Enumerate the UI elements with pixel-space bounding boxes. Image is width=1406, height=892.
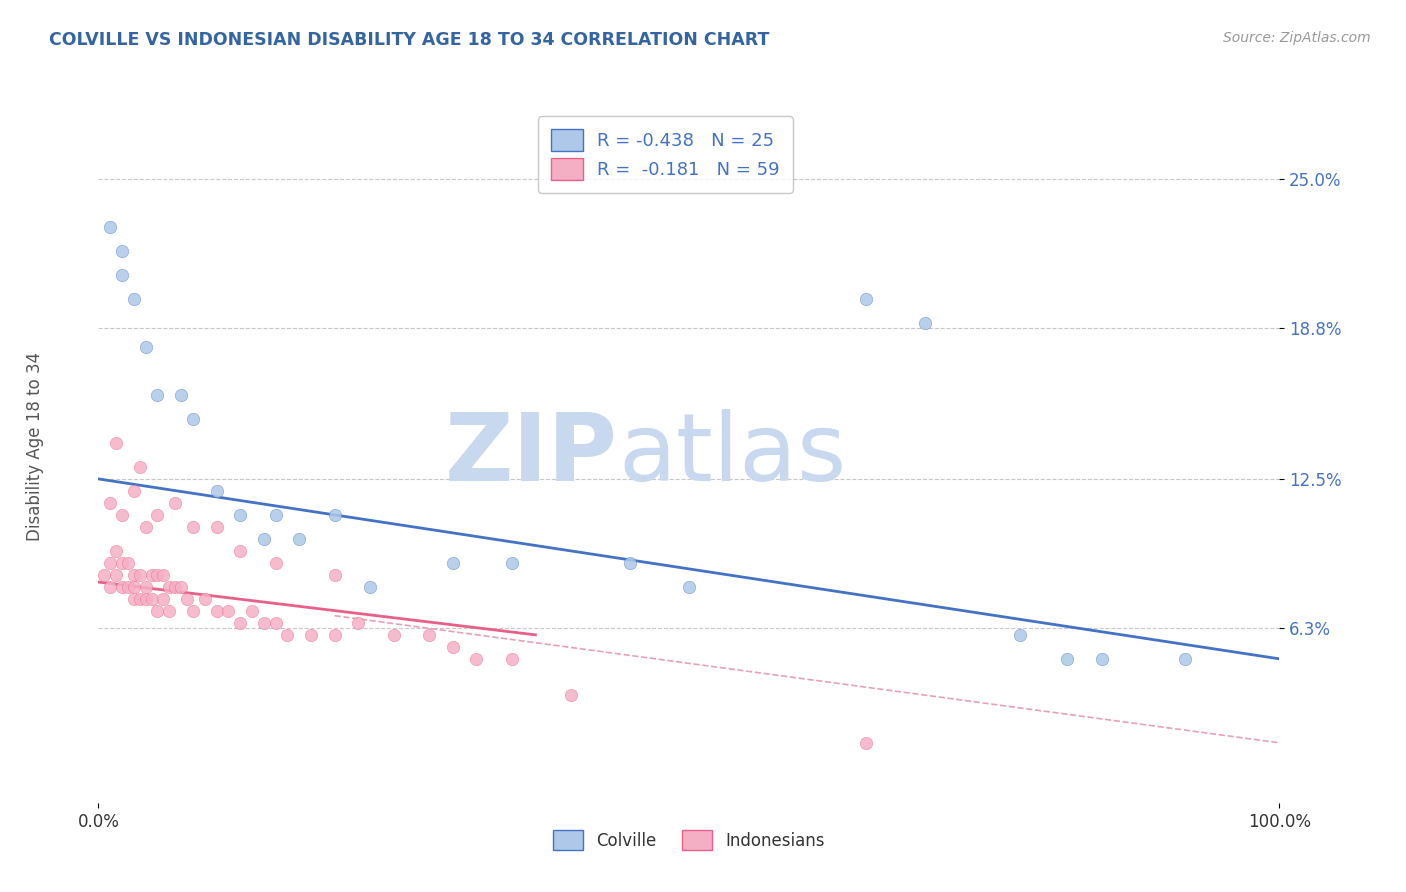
Point — [111, 244, 134, 258]
Point — [501, 652, 523, 666]
Point — [165, 580, 187, 594]
Point — [323, 628, 346, 642]
Point — [135, 520, 157, 534]
Point — [111, 580, 134, 594]
Point — [217, 604, 239, 618]
Point — [347, 615, 370, 630]
Point — [98, 219, 121, 234]
Point — [111, 508, 134, 522]
Point — [122, 567, 145, 582]
Point — [135, 591, 157, 606]
Point — [229, 508, 252, 522]
Point — [560, 688, 582, 702]
Point — [128, 567, 150, 582]
Point — [181, 520, 204, 534]
Point — [276, 628, 298, 642]
Point — [111, 556, 134, 570]
Point — [141, 591, 163, 606]
Point — [105, 436, 128, 450]
Point — [111, 268, 134, 282]
Point — [98, 496, 121, 510]
Point — [441, 640, 464, 654]
Point — [152, 591, 174, 606]
Point — [501, 556, 523, 570]
Point — [359, 580, 381, 594]
Point — [914, 316, 936, 330]
Point — [181, 412, 204, 426]
Text: ZIP: ZIP — [446, 409, 619, 501]
Point — [465, 652, 488, 666]
Point — [1056, 652, 1078, 666]
Point — [194, 591, 217, 606]
Point — [105, 544, 128, 558]
Point — [855, 292, 877, 306]
Point — [1174, 652, 1197, 666]
Point — [382, 628, 405, 642]
Point — [117, 556, 139, 570]
Point — [176, 591, 198, 606]
Point — [253, 615, 276, 630]
Point — [146, 388, 169, 402]
Point — [93, 567, 115, 582]
Point — [105, 567, 128, 582]
Point — [619, 556, 641, 570]
Point — [323, 567, 346, 582]
Point — [122, 483, 145, 498]
Point — [205, 604, 228, 618]
Text: Source: ZipAtlas.com: Source: ZipAtlas.com — [1223, 31, 1371, 45]
Point — [678, 580, 700, 594]
Point — [157, 604, 180, 618]
Point — [264, 556, 287, 570]
Point — [146, 604, 169, 618]
Text: atlas: atlas — [619, 409, 846, 501]
Point — [264, 615, 287, 630]
Point — [240, 604, 263, 618]
Point — [165, 496, 187, 510]
Point — [1091, 652, 1114, 666]
Point — [170, 388, 193, 402]
Point — [855, 736, 877, 750]
Point — [229, 544, 252, 558]
Point — [146, 508, 169, 522]
Point — [152, 567, 174, 582]
Point — [128, 591, 150, 606]
Point — [135, 340, 157, 354]
Point — [141, 567, 163, 582]
Point — [299, 628, 322, 642]
Point — [205, 520, 228, 534]
Point — [229, 615, 252, 630]
Point — [288, 532, 311, 546]
Point — [122, 580, 145, 594]
Point — [253, 532, 276, 546]
Point — [98, 556, 121, 570]
Point — [323, 508, 346, 522]
Point — [157, 580, 180, 594]
Legend: Colville, Indonesians: Colville, Indonesians — [547, 823, 831, 857]
Point — [205, 483, 228, 498]
Text: COLVILLE VS INDONESIAN DISABILITY AGE 18 TO 34 CORRELATION CHART: COLVILLE VS INDONESIAN DISABILITY AGE 18… — [49, 31, 769, 49]
Point — [117, 580, 139, 594]
Point — [441, 556, 464, 570]
Point — [264, 508, 287, 522]
Point — [135, 580, 157, 594]
Point — [122, 591, 145, 606]
Point — [418, 628, 440, 642]
Point — [122, 292, 145, 306]
Point — [98, 580, 121, 594]
Point — [1008, 628, 1031, 642]
Text: Disability Age 18 to 34: Disability Age 18 to 34 — [27, 351, 44, 541]
Point — [146, 567, 169, 582]
Point — [170, 580, 193, 594]
Point — [181, 604, 204, 618]
Point — [128, 459, 150, 474]
